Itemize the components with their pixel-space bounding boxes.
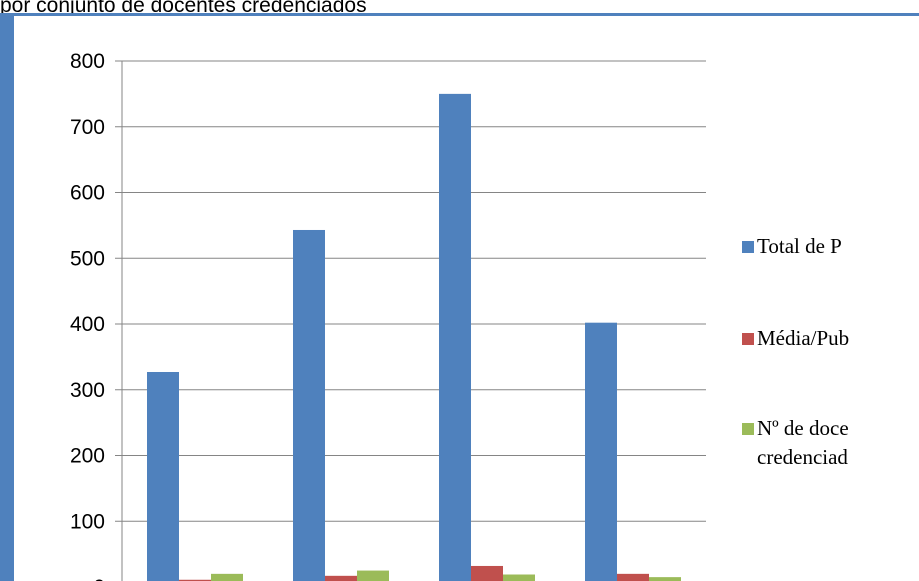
bar-series2-cat2 <box>503 574 535 581</box>
bar-series2-cat3 <box>649 577 681 581</box>
legend-label-0-0: Total de P <box>757 234 842 258</box>
bar-series1-cat2 <box>471 565 503 581</box>
y-tick-label-800: 800 <box>70 50 105 73</box>
y-tick-label-100: 100 <box>70 510 105 533</box>
bar-series0-cat1 <box>293 229 325 581</box>
y-tick-label-600: 600 <box>70 182 105 205</box>
legend-label-2-0: Nº de doce <box>757 416 849 440</box>
y-tick-label-300: 300 <box>70 379 105 402</box>
bar-series0-cat3 <box>585 322 617 581</box>
bar-series0-cat0 <box>147 371 179 581</box>
bar-series0-cat2 <box>439 93 471 581</box>
legend-swatch-2 <box>742 423 754 435</box>
legend-swatch-0 <box>742 241 754 253</box>
y-tick-label-700: 700 <box>70 116 105 139</box>
legend-label-1-0: Média/Pub <box>757 326 849 350</box>
y-tick-label-200: 200 <box>70 445 105 468</box>
y-tick-label-400: 400 <box>70 313 105 336</box>
bar-series2-cat0 <box>211 573 243 581</box>
chart-caption: por conjunto de docentes credenciados <box>0 0 367 17</box>
legend-label-2-1: credenciad <box>757 445 848 469</box>
bar-series2-cat1 <box>357 570 389 581</box>
bar-series1-cat1 <box>325 575 357 581</box>
y-tick-label-500: 500 <box>70 247 105 270</box>
bar-series1-cat3 <box>617 573 649 581</box>
legend-swatch-1 <box>742 333 754 345</box>
y-tick-label-0: 0 <box>93 576 105 581</box>
bar-series1-cat0 <box>179 579 211 581</box>
